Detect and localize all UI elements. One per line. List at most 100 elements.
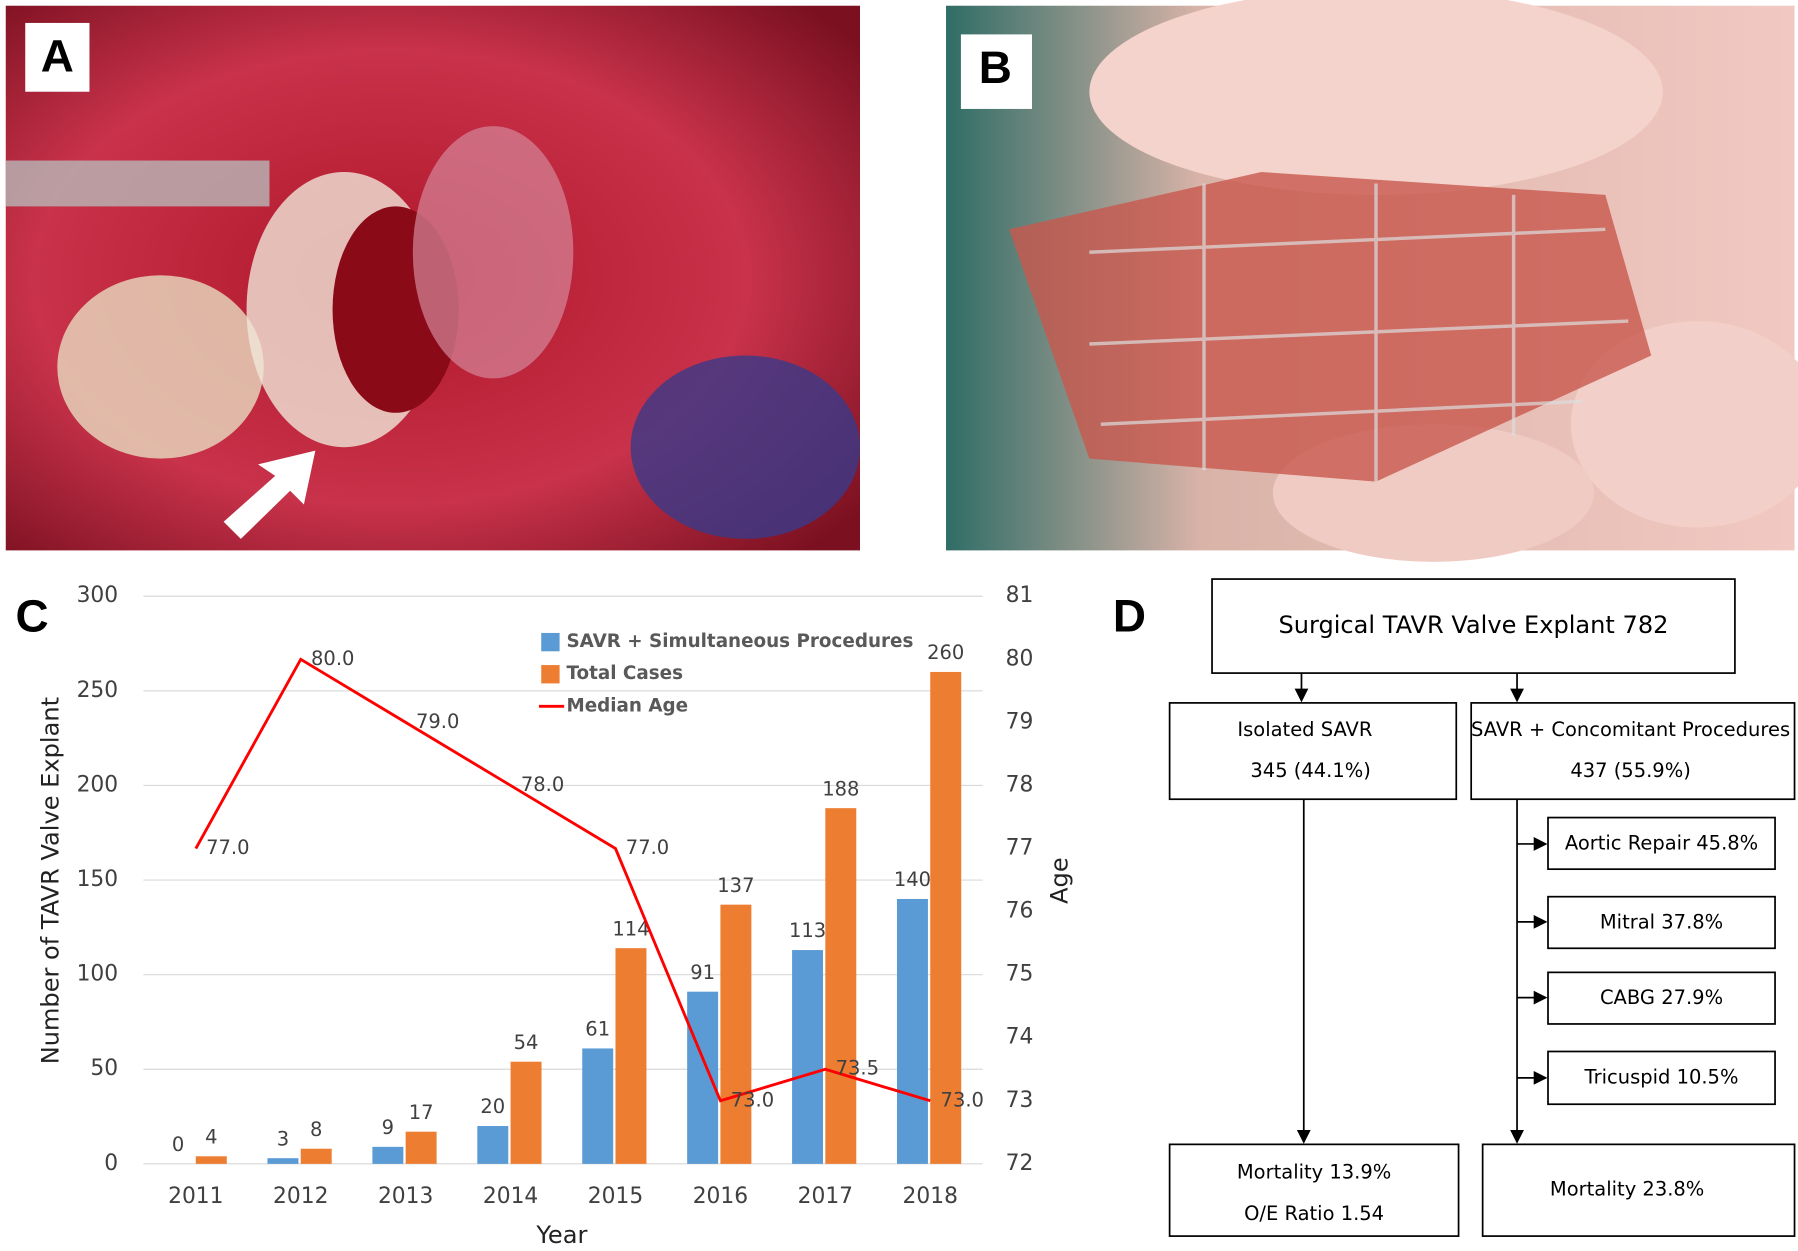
node-box <box>1547 971 1776 1025</box>
data-label: 73.0 <box>731 1088 774 1111</box>
y2-axis-label: Age <box>1046 857 1074 904</box>
diagram: D Surgical TAVR Valve Explant 782 Isolat… <box>1113 578 1796 1237</box>
data-label: 17 <box>409 1101 434 1124</box>
bar <box>582 1048 614 1164</box>
y2-tick-label: 79 <box>1006 709 1034 734</box>
y2-tick-label: 75 <box>1006 962 1034 987</box>
bar <box>372 1146 404 1164</box>
data-label: 78.0 <box>521 773 564 796</box>
data-label: 80.0 <box>311 647 354 670</box>
x-tick-label: 2011 <box>168 1184 223 1209</box>
data-label: 260 <box>927 641 964 664</box>
x-tick-label: 2016 <box>693 1184 748 1209</box>
bar <box>930 671 962 1164</box>
panel-label: B <box>979 41 1012 93</box>
data-label: 77.0 <box>626 836 669 859</box>
data-label: 79.0 <box>416 710 459 733</box>
data-label: 20 <box>480 1095 505 1118</box>
y2-tick-label: 73 <box>1006 1088 1034 1113</box>
y2-tick-label: 76 <box>1006 899 1034 924</box>
data-label: 9 <box>382 1116 394 1139</box>
y2-tick-label: 81 <box>1006 583 1034 608</box>
x-tick-label: 2013 <box>378 1184 433 1209</box>
y2-tick-label: 77 <box>1006 836 1034 861</box>
node-text: O/E Ratio 1.54 <box>1244 1202 1384 1225</box>
bar <box>615 948 647 1164</box>
node-box <box>1547 1050 1776 1106</box>
node-text: Aortic Repair 45.8% <box>1565 831 1758 854</box>
line <box>194 657 931 1103</box>
y-tick-label: 50 <box>90 1056 118 1081</box>
y-tick-label: 200 <box>77 772 119 797</box>
x-tick-label: 2018 <box>903 1184 958 1209</box>
data-label: 73.5 <box>836 1057 879 1080</box>
panel-label: C <box>16 589 49 641</box>
y2-tick-label: 78 <box>1006 772 1034 797</box>
node-box <box>1481 1143 1796 1237</box>
node-text: Mortality 23.8% <box>1550 1178 1704 1201</box>
bar <box>267 1158 299 1164</box>
panel-label: A <box>41 30 74 82</box>
bar <box>896 898 928 1164</box>
bar <box>510 1061 542 1164</box>
bar <box>195 1156 227 1164</box>
chart: 0501001502002503007273747576777879808120… <box>77 583 1034 1209</box>
x-axis-label: Year <box>535 1221 587 1249</box>
x-tick-label: 2015 <box>588 1184 643 1209</box>
data-label: 91 <box>690 961 715 984</box>
bar <box>300 1148 332 1164</box>
data-label: 188 <box>822 777 859 800</box>
node-box <box>1168 702 1458 801</box>
data-label: 137 <box>717 874 754 897</box>
data-label: 114 <box>612 917 649 940</box>
y-tick-label: 150 <box>77 867 119 892</box>
data-label: 3 <box>277 1127 289 1150</box>
y-tick-label: 300 <box>77 583 119 608</box>
bar <box>720 904 752 1164</box>
x-tick-label: 2014 <box>483 1184 538 1209</box>
bar <box>687 991 719 1164</box>
data-label: 73.0 <box>941 1088 984 1111</box>
data-label: 140 <box>894 868 931 891</box>
legend-swatch <box>541 665 560 684</box>
node-text: Isolated SAVR <box>1237 718 1372 741</box>
bar <box>477 1126 509 1164</box>
node-box <box>1168 1143 1460 1237</box>
data-label: 4 <box>205 1125 217 1148</box>
bar <box>405 1131 437 1164</box>
node-text: 437 (55.9%) <box>1570 759 1690 782</box>
node-text: Mortality 13.9% <box>1237 1161 1391 1184</box>
node-text: CABG 27.9% <box>1600 986 1723 1009</box>
y-axis-label: Number of TAVR Valve Explant <box>37 697 65 1064</box>
photo-b <box>946 0 1798 562</box>
data-label: 77.0 <box>206 836 249 859</box>
node-text: SAVR + Concomitant Procedures <box>1471 718 1790 741</box>
y2-tick-label: 74 <box>1006 1025 1034 1050</box>
y-tick-label: 0 <box>104 1151 118 1176</box>
data-label: 113 <box>789 919 826 942</box>
node-text: 345 (44.1%) <box>1250 759 1370 782</box>
node-box <box>1547 895 1776 950</box>
node-box <box>1470 702 1796 801</box>
legend-label: SAVR + Simultaneous Procedures <box>566 631 913 652</box>
legend-label: Median Age <box>566 695 688 716</box>
data-label: 0 <box>172 1133 184 1156</box>
node-text: Surgical TAVR Valve Explant 782 <box>1278 611 1668 639</box>
data-label: 61 <box>585 1018 610 1041</box>
node-box <box>1547 816 1776 871</box>
y-tick-label: 250 <box>77 678 119 703</box>
legend-label: Total Cases <box>566 663 683 684</box>
panel-label: D <box>1113 589 1146 641</box>
x-tick-label: 2012 <box>273 1184 328 1209</box>
bar <box>825 808 857 1164</box>
photo-a <box>5 5 861 551</box>
y2-tick-label: 72 <box>1006 1151 1034 1176</box>
y2-tick-label: 80 <box>1006 646 1034 671</box>
node-text: Tricuspid 10.5% <box>1584 1065 1739 1088</box>
node-box <box>1211 578 1736 674</box>
node-text: Mitral 37.8% <box>1600 911 1723 934</box>
data-label: 54 <box>514 1031 539 1054</box>
legend-swatch <box>541 632 560 652</box>
